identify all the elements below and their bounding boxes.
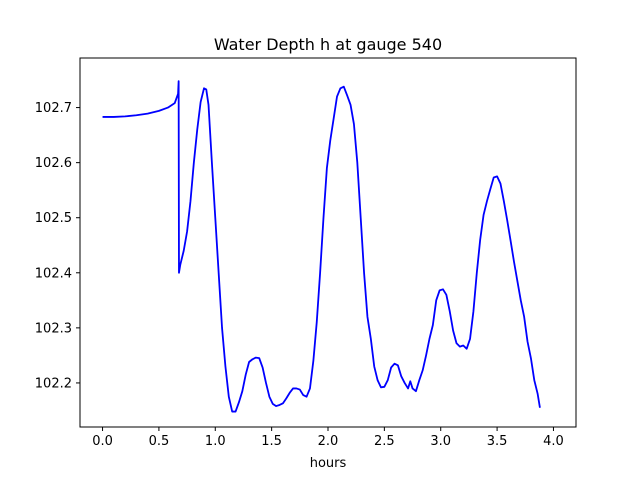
x-tick-label: 3.5 [487, 434, 508, 449]
x-tick-label: 3.0 [430, 434, 451, 449]
y-tick-label: 102.2 [35, 376, 72, 391]
y-axis: 102.2 102.3 102.4 102.5 102.6 102.7 [35, 101, 80, 391]
y-tick-label: 102.6 [35, 156, 72, 171]
x-axis: 0.0 0.5 1.0 1.5 2.0 2.5 3.0 3.5 4.0 [92, 427, 564, 449]
plot-frame [79, 57, 577, 428]
plot-area [79, 57, 577, 428]
y-tick-label: 102.7 [35, 101, 72, 116]
x-tick-label: 0.0 [92, 434, 113, 449]
x-tick-label: 2.5 [374, 434, 395, 449]
chart-title: Water Depth h at gauge 540 [214, 35, 442, 54]
x-axis-label: hours [310, 456, 347, 471]
y-tick-label: 102.4 [35, 266, 72, 281]
x-tick-label: 0.5 [149, 434, 170, 449]
series-line-1 [102, 80, 541, 413]
y-tick-label: 102.3 [35, 321, 72, 336]
y-tick-label: 102.5 [35, 211, 72, 226]
x-tick-label: 2.0 [318, 434, 339, 449]
x-tick-label: 1.5 [261, 434, 282, 449]
x-tick-label: 4.0 [543, 434, 564, 449]
x-tick-label: 1.0 [205, 434, 226, 449]
